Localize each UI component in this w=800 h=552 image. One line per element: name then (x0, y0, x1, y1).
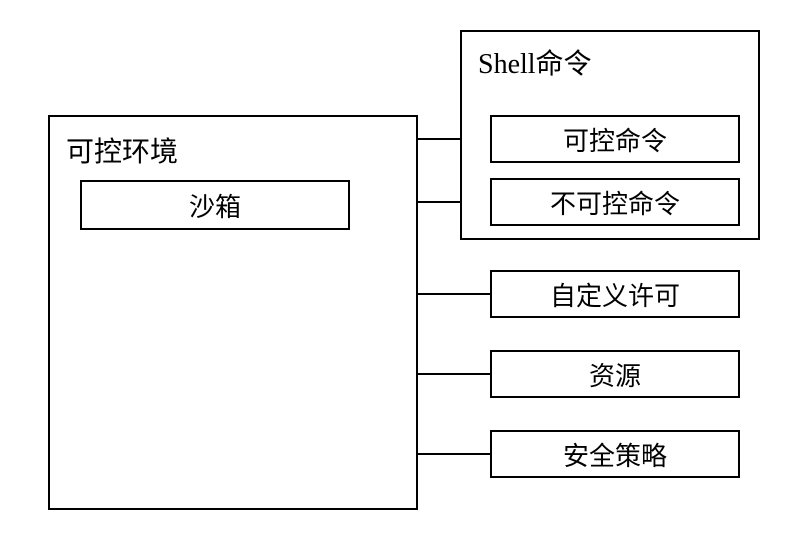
security-policy-box: 安全策略 (490, 430, 740, 478)
uncontrollable-command-label: 不可控命令 (550, 184, 680, 221)
controllable-command-box: 可控命令 (490, 115, 740, 163)
shell-command-group-label: Shell命令 (478, 42, 592, 82)
controllable-command-label: 可控命令 (563, 121, 667, 158)
controllable-environment-label: 可控环境 (66, 130, 178, 170)
custom-permission-box: 自定义许可 (490, 270, 740, 318)
custom-permission-label: 自定义许可 (550, 276, 680, 313)
uncontrollable-command-box: 不可控命令 (490, 178, 740, 226)
controllable-environment-box (48, 115, 418, 510)
sandbox-label: 沙箱 (189, 187, 241, 224)
resource-label: 资源 (589, 356, 641, 393)
diagram-canvas: 可控环境 沙箱 Shell命令 可控命令 不可控命令 自定义许可 资源 安全策略 (0, 0, 800, 552)
sandbox-box: 沙箱 (80, 180, 350, 230)
resource-box: 资源 (490, 350, 740, 398)
security-policy-label: 安全策略 (563, 436, 667, 473)
